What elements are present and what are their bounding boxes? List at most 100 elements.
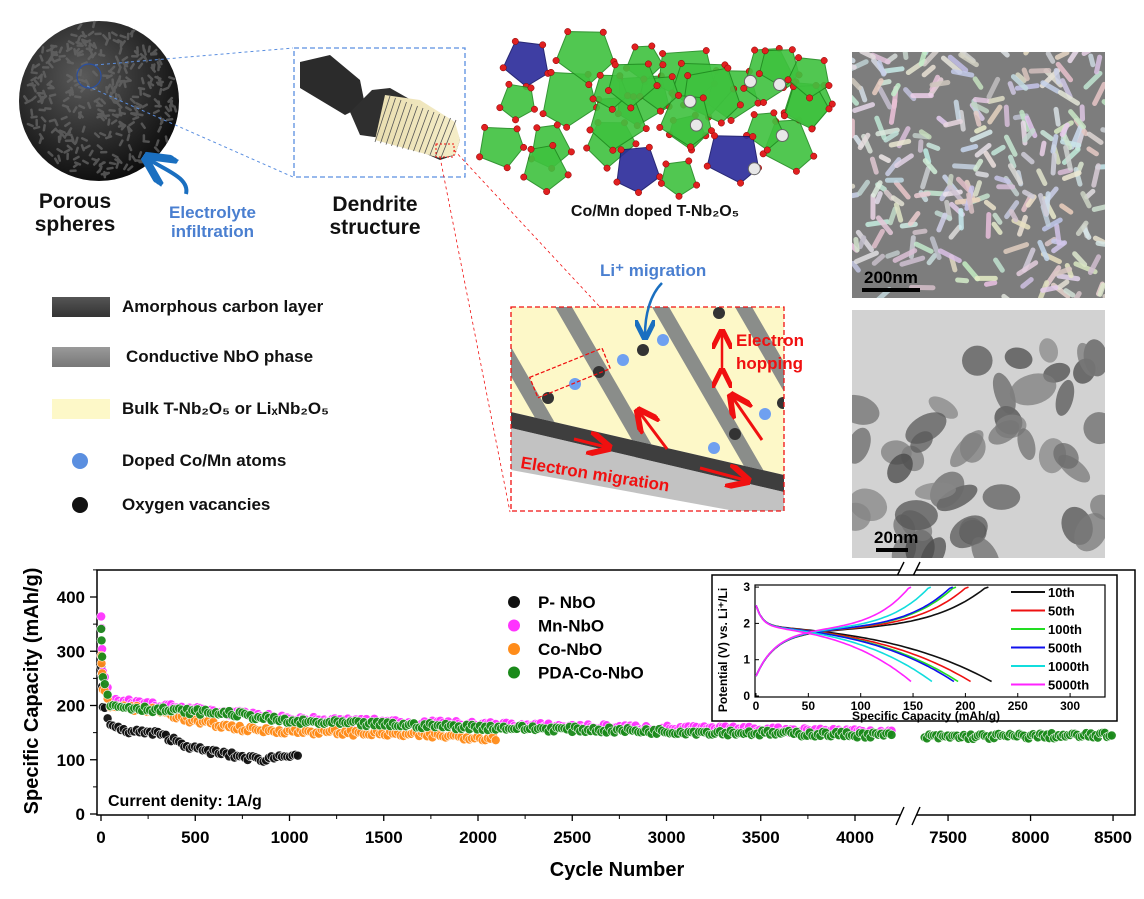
- oxygen-vacancy: [593, 366, 605, 378]
- y-tick-label: 300: [57, 642, 85, 661]
- nanorod: [1057, 89, 1081, 106]
- tip-stripe: [391, 101, 407, 147]
- nanoparticle: [1017, 428, 1036, 461]
- nanorod: [1056, 273, 1081, 282]
- oxygen-atom: [596, 71, 604, 79]
- nanorod: [921, 64, 936, 78]
- nanorod: [881, 66, 905, 74]
- y-tick-label: 400: [57, 588, 85, 607]
- sem-image: 200nm: [852, 52, 1105, 298]
- sphere-rod: [155, 139, 160, 147]
- x-tick-label: 1500: [365, 828, 403, 847]
- nanoparticle: [971, 537, 1000, 558]
- inset-x-tick-label: 250: [1008, 699, 1028, 713]
- swatch: [52, 297, 110, 317]
- nanorod: [1040, 129, 1054, 142]
- oxygen-atom: [662, 160, 670, 168]
- inset-plot-frame: [754, 584, 1106, 698]
- axis-break-mark: [895, 806, 905, 826]
- electrolyte-infiltration-label: Electrolyte infiltration: [155, 203, 270, 241]
- sphere-rod: [112, 38, 120, 44]
- sphere-rod: [45, 58, 53, 64]
- nanorod: [992, 212, 1003, 225]
- oxygen-atom: [586, 126, 594, 134]
- nanorod: [993, 257, 1005, 273]
- oxygen-atom: [699, 94, 707, 102]
- oxygen-atom: [685, 157, 693, 165]
- sphere-rod: [50, 127, 57, 134]
- nanoparticle: [1004, 347, 1033, 369]
- sphere-rod: [60, 115, 68, 121]
- oxygen-atom: [763, 146, 771, 154]
- sphere-rod: [65, 132, 73, 137]
- sphere-rod: [54, 119, 59, 127]
- sphere-rod: [32, 125, 41, 130]
- sphere-rod: [141, 103, 148, 109]
- sphere-rod: [81, 125, 86, 133]
- sphere-rod: [47, 150, 54, 157]
- nanorod: [912, 228, 928, 236]
- nanorod: [872, 78, 884, 96]
- inset-y-axis-label: Potential (V) vs. Li⁺/Li: [716, 588, 730, 712]
- sphere-rod: [105, 74, 113, 80]
- sphere-rod: [80, 61, 88, 66]
- nanorod: [1086, 131, 1104, 145]
- sphere-rod: [74, 161, 82, 166]
- sphere-rod: [73, 48, 77, 56]
- nanorod: [914, 191, 931, 199]
- sphere-rod: [39, 54, 44, 62]
- sphere-rod: [121, 61, 129, 68]
- x-tick-label: 1000: [271, 828, 309, 847]
- data-point: [96, 635, 107, 646]
- nanorod: [1019, 109, 1030, 132]
- sphere-rod: [128, 121, 135, 127]
- sphere-rod: [118, 111, 127, 115]
- inset-y-tick-label: 2: [743, 616, 750, 630]
- sphere-rod: [158, 58, 163, 66]
- sphere-rod: [66, 42, 70, 51]
- sphere-rod: [133, 106, 139, 114]
- tip-stripe: [402, 105, 418, 149]
- nanorod: [885, 157, 902, 177]
- sphere-rod: [76, 53, 85, 57]
- sphere-rod: [114, 81, 119, 89]
- nanorod: [987, 104, 1003, 125]
- sphere-rod: [66, 144, 73, 151]
- nanorod: [1050, 133, 1059, 154]
- nanorod: [991, 144, 1006, 156]
- oxygen-atom: [563, 123, 571, 131]
- sphere-rod: [117, 39, 124, 45]
- oxygen-vacancy: [729, 428, 741, 440]
- nanoparticle: [1009, 373, 1057, 406]
- nanorod: [1040, 285, 1059, 293]
- doped-atom: [759, 408, 771, 420]
- oxygen-atom: [828, 100, 836, 108]
- nanorod: [1095, 164, 1105, 170]
- nanorod: [875, 127, 900, 137]
- porous-sphere-image: [19, 20, 179, 181]
- nanorod: [983, 150, 997, 168]
- inset-x-tick-label: 0: [753, 699, 760, 713]
- electrolyte-arrow-icon: [150, 160, 189, 195]
- sphere-rod: [74, 95, 82, 99]
- nanorod: [857, 132, 871, 151]
- nanorod: [983, 199, 997, 211]
- sphere-rod: [110, 119, 118, 125]
- sphere-rod: [88, 42, 95, 48]
- sphere-rod: [143, 93, 151, 98]
- sphere-rod: [127, 165, 134, 172]
- inset-y-tick-label: 3: [743, 580, 750, 594]
- nanorod: [1091, 204, 1105, 212]
- sphere-rod: [26, 122, 34, 128]
- tip-stripe: [429, 115, 446, 156]
- x-tick-label: 0: [96, 828, 105, 847]
- sphere-rod: [129, 62, 135, 70]
- oxygen-vacancy: [777, 397, 784, 409]
- nanorod: [1086, 146, 1099, 157]
- sphere-rod: [42, 70, 47, 78]
- lithium-atom: [683, 94, 697, 108]
- sphere-rod: [100, 98, 107, 105]
- sphere-rod: [123, 66, 128, 74]
- tip-stripe: [374, 95, 391, 143]
- sphere-rod: [30, 76, 38, 82]
